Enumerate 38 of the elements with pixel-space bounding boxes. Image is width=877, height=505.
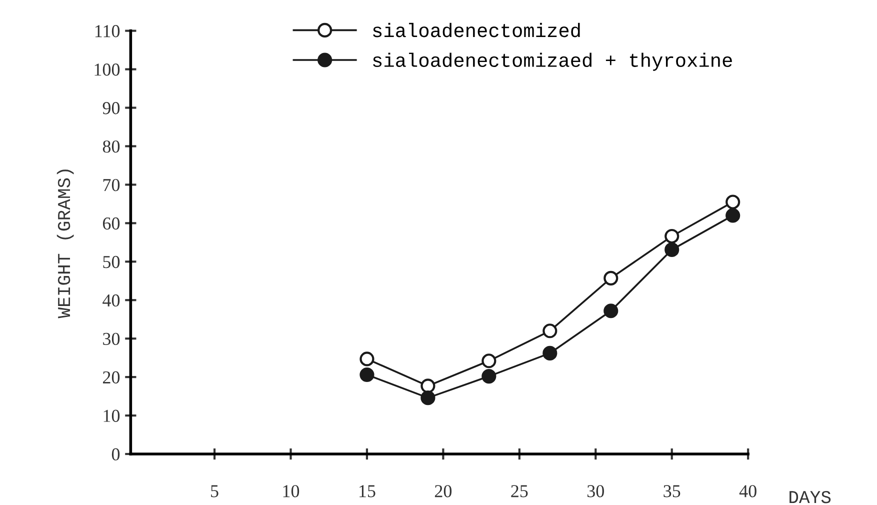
legend-label: sialoadenectomizaed + thyroxine — [373, 52, 732, 71]
point — [726, 194, 740, 210]
x-tick-label: 30 — [587, 485, 604, 498]
x-tick-label: 25 — [511, 485, 528, 498]
y-tick-label: 50 — [103, 256, 120, 268]
y-tick-label: 90 — [102, 102, 120, 114]
y-tick-label: 40 — [102, 294, 120, 307]
x-tick-label: 15 — [360, 485, 376, 498]
y-axis-title: WEIGHT (GRAMS) — [56, 170, 74, 318]
y-tick-label: 20 — [102, 371, 120, 384]
y-tick-label: 70 — [103, 178, 120, 192]
point — [604, 270, 618, 286]
point — [482, 354, 496, 368]
y-tick-label: 30 — [103, 332, 120, 346]
x-tick-label: 40 — [739, 485, 756, 498]
x-tick-label: 20 — [434, 485, 452, 498]
point — [664, 228, 680, 244]
x-axis-title: DAYS — [790, 490, 831, 504]
point — [542, 324, 558, 338]
point — [726, 208, 740, 223]
x-tick-label: 5 — [211, 485, 218, 498]
y-tick-label: 110 — [95, 25, 120, 38]
point — [482, 368, 496, 384]
point — [542, 346, 558, 360]
y-tick-label: 100 — [94, 64, 120, 76]
point — [360, 367, 374, 382]
y-tick-label: 60 — [102, 217, 120, 230]
legend-label: sialoadenectomized — [373, 22, 580, 38]
point — [420, 378, 436, 394]
x-tick-label: 35 — [664, 485, 680, 498]
point — [664, 242, 680, 258]
x-tick-label: 10 — [283, 485, 300, 498]
y-tick-label: 0 — [112, 448, 120, 460]
y-tick-label: 10 — [104, 410, 120, 422]
y-tick-label: 80 — [102, 140, 120, 153]
point — [420, 390, 436, 406]
point — [604, 304, 618, 318]
point — [360, 352, 374, 366]
